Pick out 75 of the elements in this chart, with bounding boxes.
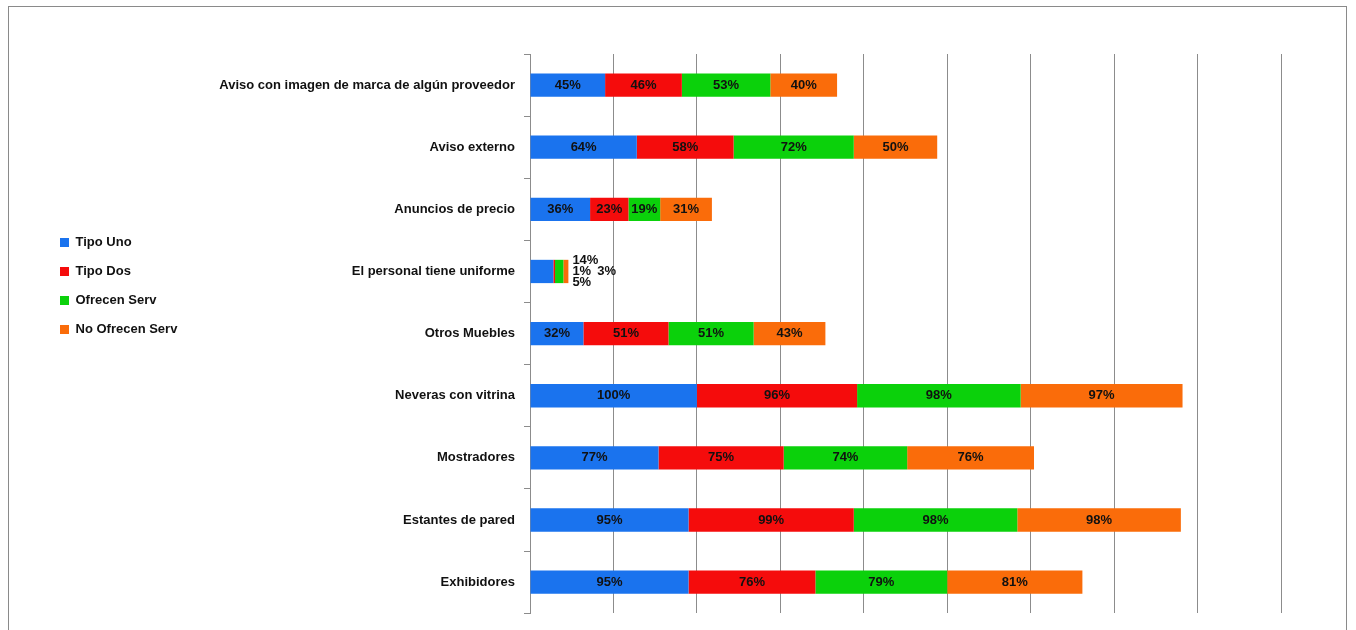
data-label: 36% (547, 200, 574, 216)
data-label: 98% (925, 387, 953, 403)
data-label: 77% (581, 449, 608, 465)
bar (1020, 384, 1183, 408)
data-label: 79% (868, 573, 895, 589)
data-label: 51% (698, 325, 725, 341)
data-label: 81% (1001, 573, 1029, 589)
data-label: 98% (922, 511, 949, 527)
data-label: 75% (708, 449, 735, 465)
bar (770, 73, 838, 97)
bar (947, 570, 1083, 594)
data-label: 76% (957, 449, 985, 465)
data-label: 95% (596, 573, 623, 589)
data-label: 53% (713, 76, 740, 92)
data-label: 19% (631, 200, 658, 216)
data-label: 95% (596, 511, 623, 527)
data-label: 98% (1086, 511, 1113, 527)
bar (530, 259, 554, 284)
y-tick-label: Estantes de pared (403, 511, 516, 527)
y-tick-label: Aviso con imagen de marca de algún proveedor (219, 76, 515, 92)
bar (853, 508, 1018, 532)
bar (688, 570, 816, 594)
bar (530, 508, 689, 532)
bar (658, 446, 784, 470)
bar (668, 321, 754, 346)
bar (907, 446, 1034, 470)
bar (530, 384, 697, 408)
y-tick-label: Neveras con vitrina (395, 387, 516, 403)
y-tick-label: Anuncios de precio (394, 200, 516, 216)
bar (783, 446, 908, 470)
legend-label: Ofrecen Serv (75, 292, 158, 308)
data-label: 31% (673, 200, 700, 216)
bar (815, 570, 948, 594)
legend-label: Tipo Uno (75, 234, 132, 250)
bar (530, 446, 659, 470)
data-label: 100% (597, 387, 631, 403)
data-label: 50% (882, 138, 909, 154)
legend-label: Tipo Dos (75, 263, 131, 279)
bar (636, 135, 734, 159)
bar (555, 259, 564, 284)
y-tick-label: Otros Muebles (424, 325, 515, 341)
y-tick-label: Aviso externo (429, 138, 516, 154)
data-label: 72% (780, 138, 808, 154)
y-tick-label: El personal tiene uniforme (351, 263, 515, 279)
data-label: 23% (596, 200, 623, 216)
bar (563, 259, 569, 284)
bar (733, 135, 854, 159)
data-label: 64% (570, 138, 598, 154)
data-label: 74% (832, 449, 859, 465)
bar (857, 384, 1021, 408)
bar (1017, 508, 1181, 532)
data-label: 58% (672, 138, 699, 154)
legend-label: No Ofrecen Serv (75, 321, 179, 337)
bar (605, 73, 682, 97)
bar (688, 508, 854, 532)
y-tick-label: Exhibidores (440, 573, 515, 589)
data-label: 96% (763, 387, 791, 403)
data-label: 40% (790, 76, 818, 92)
data-label: 99% (758, 511, 785, 527)
data-label: 5% (572, 274, 592, 290)
data-label: 43% (776, 325, 803, 341)
data-label: 97% (1088, 387, 1116, 403)
data-label: 45% (554, 76, 582, 92)
y-tick-label: Mostradores (436, 449, 515, 465)
data-label: 3% (597, 263, 617, 279)
data-label: 32% (543, 325, 571, 341)
bar (530, 135, 637, 159)
bar (583, 321, 669, 346)
data-label: 76% (738, 573, 766, 589)
data-label: 46% (630, 76, 657, 92)
bar (530, 73, 606, 97)
bar (530, 570, 689, 594)
bar (681, 73, 771, 97)
data-label: 51% (612, 325, 640, 341)
bar (696, 384, 858, 408)
